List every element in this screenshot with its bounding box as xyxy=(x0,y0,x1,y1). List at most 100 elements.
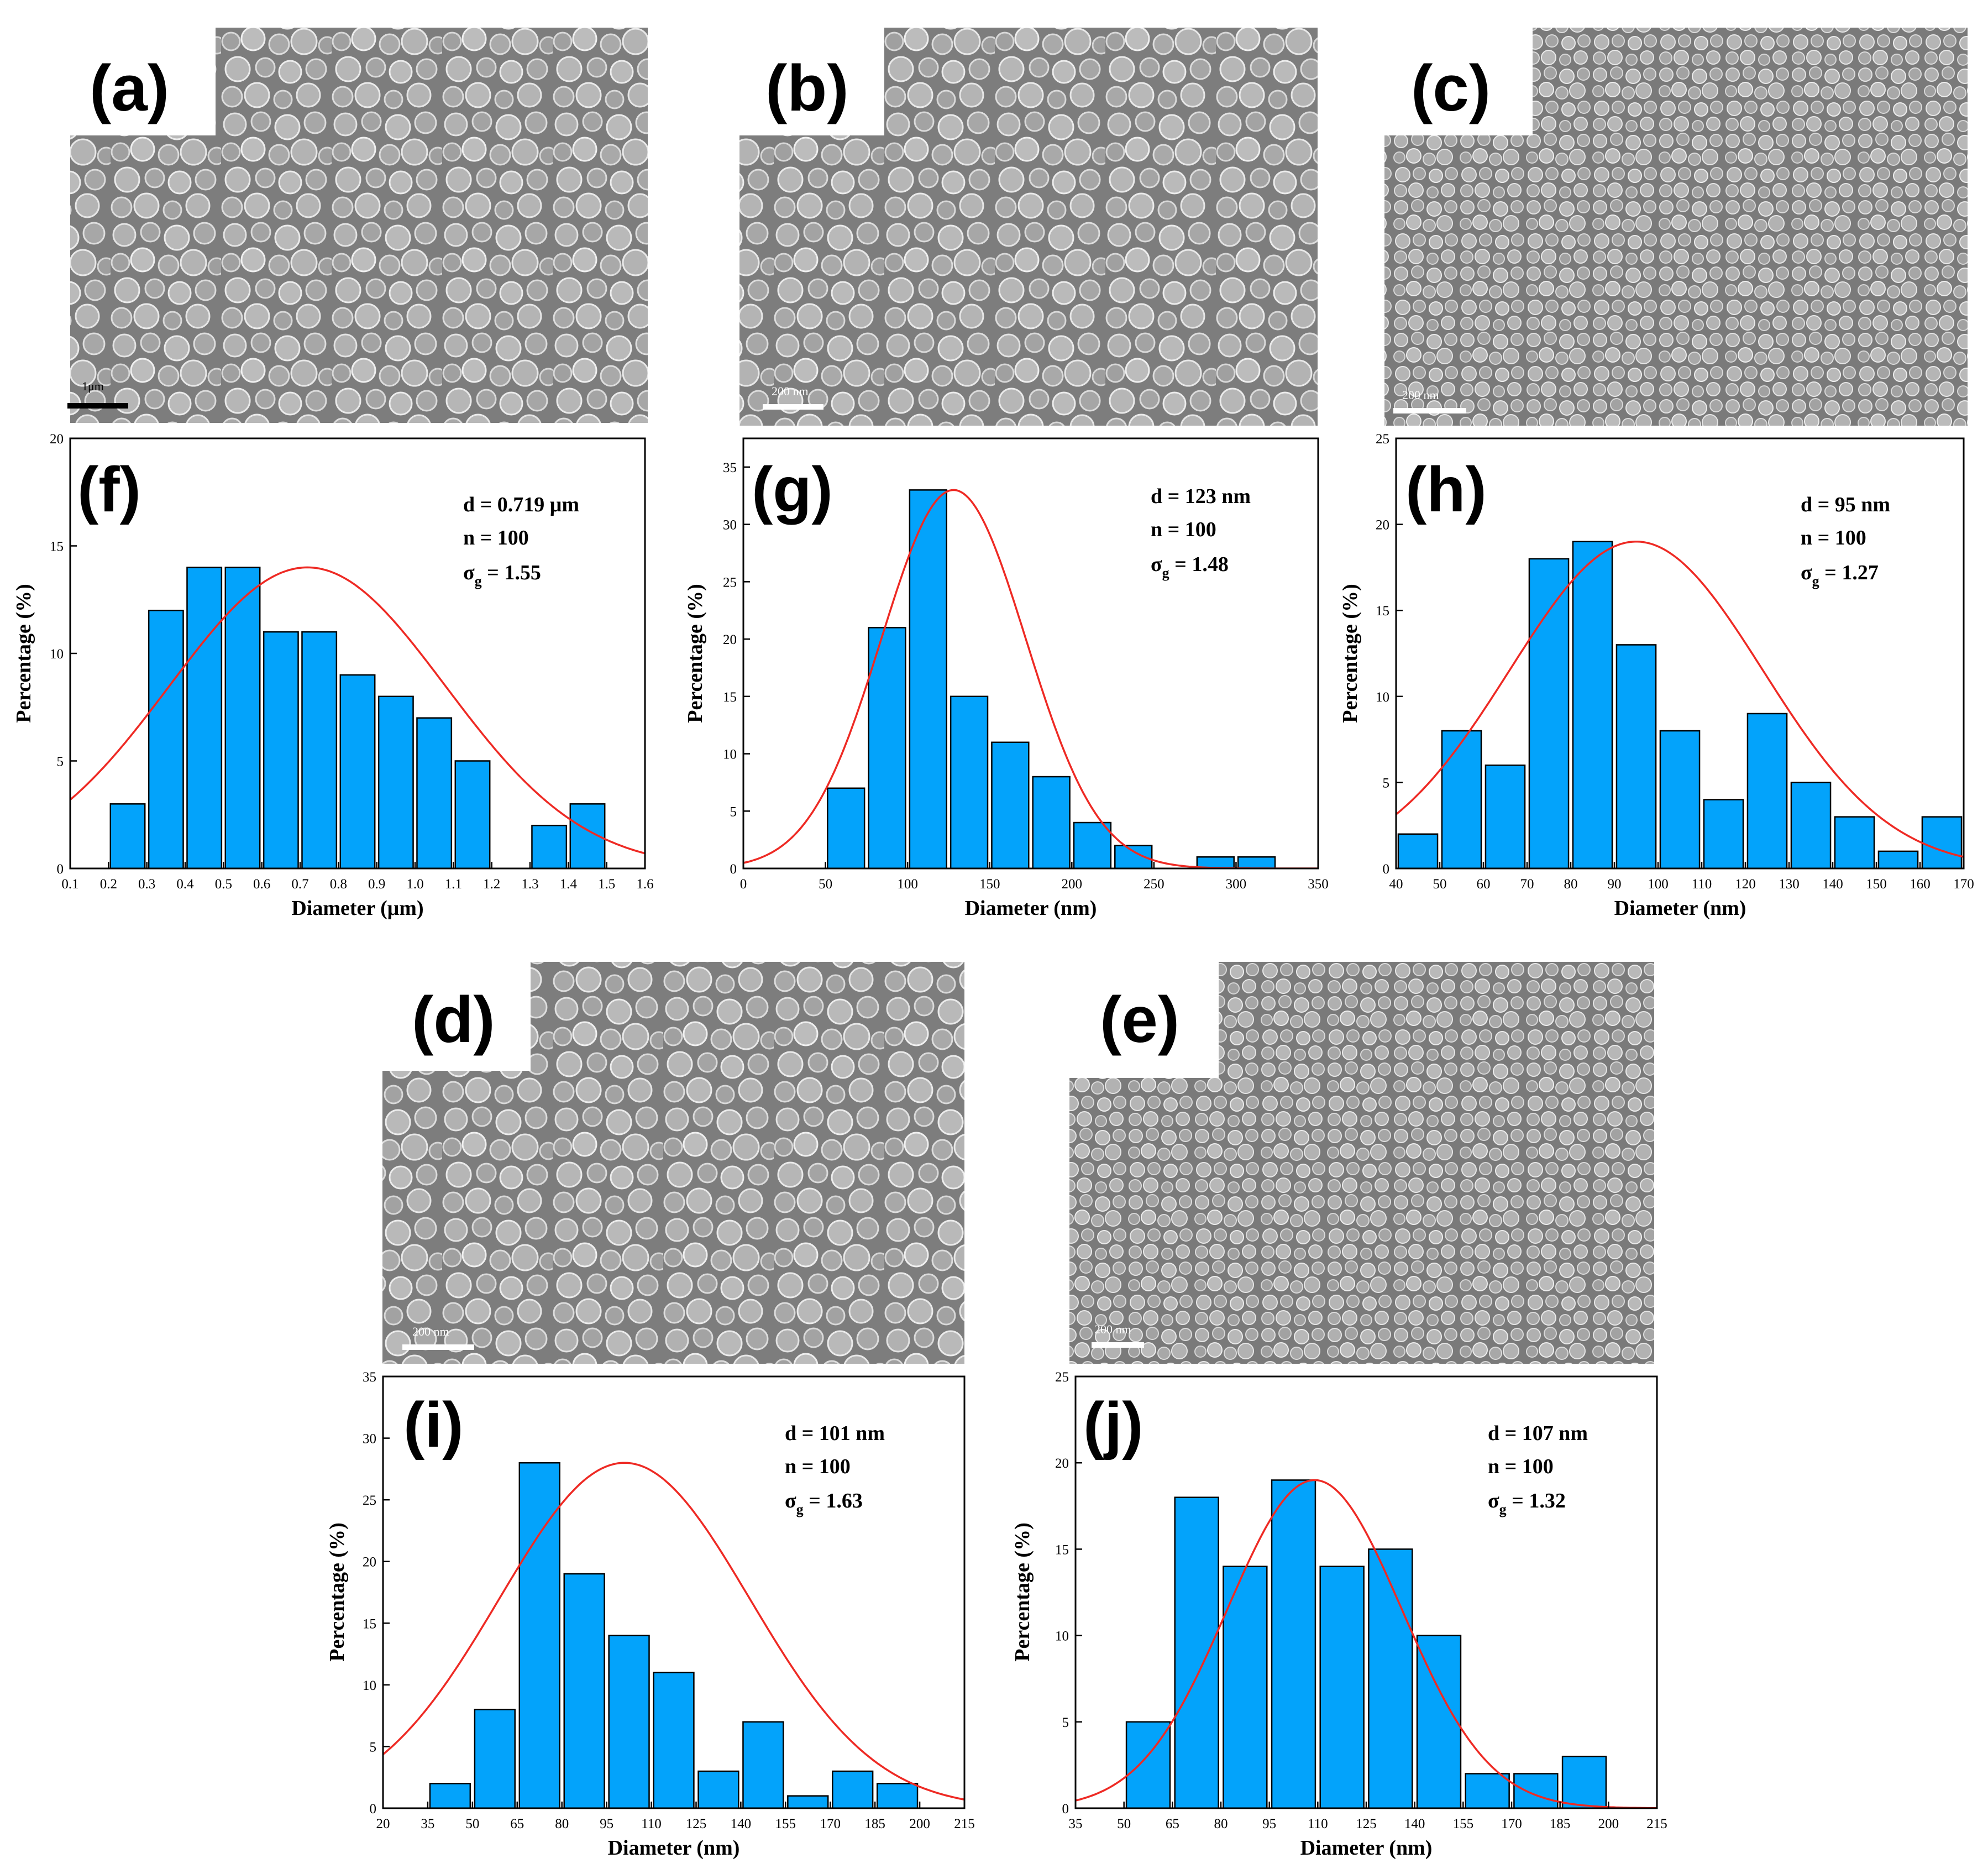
histogram-bar xyxy=(1073,821,1112,868)
y-tick-label: 15 xyxy=(363,1616,376,1631)
x-tick-label: 0.4 xyxy=(176,877,194,892)
y-tick-label: 15 xyxy=(723,690,737,705)
panel-label-c: (c) xyxy=(1411,52,1491,125)
x-tick-label: 0.2 xyxy=(100,877,117,892)
x-tick-label: 140 xyxy=(1404,1817,1425,1831)
bar-group xyxy=(1125,1479,1607,1808)
histogram-bar xyxy=(909,489,947,868)
histogram-bar xyxy=(377,695,414,868)
x-tick-label: 1.6 xyxy=(636,877,653,892)
sem-scale-bar xyxy=(763,404,823,410)
stat-d: d = 123 nm xyxy=(1151,485,1251,508)
bar-group xyxy=(429,1462,919,1808)
stat-d: d = 95 nm xyxy=(1801,493,1890,516)
y-tick-label: 20 xyxy=(50,432,64,447)
histogram-bar xyxy=(742,1721,784,1808)
bar-group xyxy=(827,489,1276,868)
stat-n: n = 100 xyxy=(1801,526,1866,549)
x-tick-label: 140 xyxy=(1822,877,1843,892)
histogram-bar xyxy=(832,1770,874,1808)
x-tick-label: 35 xyxy=(421,1817,434,1831)
x-axis-title: Diameter (μm) xyxy=(291,897,423,920)
x-tick-label: 170 xyxy=(1953,877,1974,892)
histogram-bar xyxy=(1237,856,1276,868)
histogram-bar xyxy=(950,695,989,868)
x-tick-label: 125 xyxy=(1356,1817,1377,1831)
x-tick-label: 200 xyxy=(1598,1817,1619,1831)
stat-n: n = 100 xyxy=(463,526,529,549)
histogram-bar xyxy=(1528,558,1570,868)
x-tick-label: 65 xyxy=(510,1817,524,1831)
histogram-bar xyxy=(1703,799,1744,868)
sem-scale-label: 200 nm xyxy=(1402,388,1439,402)
y-tick-label: 15 xyxy=(1055,1542,1069,1557)
y-tick-label: 35 xyxy=(723,460,737,475)
histogram-bar xyxy=(1659,730,1701,868)
y-tick-label: 15 xyxy=(50,540,64,554)
x-tick-label: 170 xyxy=(1501,1817,1522,1831)
x-axis-title: Diameter (nm) xyxy=(1300,1836,1433,1860)
histogram-bar xyxy=(608,1635,650,1808)
stat-sigma: σg = 1.55 xyxy=(463,561,541,589)
y-axis-ticks: 0 5 10 15 20 25 30 35 xyxy=(363,1370,390,1817)
histogram-bar xyxy=(787,1795,829,1808)
sem-scale-bar xyxy=(1092,1342,1144,1348)
x-tick-label: 65 xyxy=(1166,1817,1179,1831)
x-tick-label: 50 xyxy=(1433,877,1447,892)
x-tick-label: 110 xyxy=(1308,1817,1328,1831)
histogram-bar xyxy=(653,1672,695,1808)
histogram-bar xyxy=(263,631,299,868)
x-tick-label: 60 xyxy=(1477,877,1491,892)
histogram-bar xyxy=(991,741,1030,868)
x-tick-label: 100 xyxy=(1648,877,1669,892)
sem-scale-label: 200 nm xyxy=(772,384,809,398)
plot-frame xyxy=(382,1375,966,1809)
x-tick-label: 110 xyxy=(1692,877,1712,892)
histogram-bar xyxy=(474,1709,516,1808)
sem-image-e: 200 nm (e) xyxy=(1069,962,1654,1364)
panel-label-a: (a) xyxy=(90,52,169,125)
stat-d: d = 107 nm xyxy=(1488,1422,1588,1445)
y-tick-label: 0 xyxy=(1383,862,1390,877)
x-tick-label: 20 xyxy=(376,1817,390,1831)
stat-sigma: σg = 1.63 xyxy=(785,1489,863,1517)
x-tick-label: 1.2 xyxy=(483,877,500,892)
sem-image-b: 200 nm (b) xyxy=(739,28,1318,426)
sem-scale-label: 1μm xyxy=(82,379,104,393)
x-tick-label: 300 xyxy=(1226,877,1247,892)
sem-image-a: 1μm (a) xyxy=(67,28,648,423)
x-axis-ticks: 40 50 60 70 80 90 100 110 120 130 140 150 160 170 xyxy=(1389,862,1974,892)
histogram-bar xyxy=(416,717,453,868)
y-tick-label: 0 xyxy=(730,862,737,877)
histogram-bar xyxy=(1319,1566,1365,1808)
y-tick-label: 15 xyxy=(1376,604,1389,619)
x-axis-title: Diameter (nm) xyxy=(965,897,1097,920)
y-tick-label: 20 xyxy=(363,1555,376,1570)
bar-group xyxy=(109,567,606,868)
y-tick-label: 10 xyxy=(723,747,737,762)
panel-label-h: (h) xyxy=(1405,454,1487,525)
plot-frame xyxy=(1395,437,1965,870)
x-tick-label: 1.5 xyxy=(598,877,615,892)
x-tick-label: 70 xyxy=(1520,877,1534,892)
y-axis-ticks: 0 5 10 15 20 25 30 35 xyxy=(723,460,750,877)
y-tick-label: 35 xyxy=(363,1370,376,1385)
x-axis-ticks: 20 35 50 65 80 95 110 125 140 155 170 185 200 215 xyxy=(376,1802,975,1831)
histogram-bar xyxy=(1615,644,1657,868)
x-axis-ticks: 35 50 65 80 95 110 125 140 155 170 185 200 215 xyxy=(1069,1802,1667,1831)
x-tick-label: 150 xyxy=(1866,877,1887,892)
x-tick-label: 200 xyxy=(909,1817,930,1831)
x-tick-label: 185 xyxy=(1550,1817,1571,1831)
x-tick-label: 1.1 xyxy=(445,877,462,892)
x-tick-label: 35 xyxy=(1069,1817,1083,1831)
y-axis-ticks: 0 5 10 15 20 xyxy=(50,432,77,877)
y-tick-label: 5 xyxy=(370,1740,377,1755)
y-tick-label: 5 xyxy=(1383,776,1390,791)
histogram-bar xyxy=(563,1573,605,1808)
histogram-bar xyxy=(1572,541,1613,868)
y-axis-title: Percentage (%) xyxy=(684,584,707,723)
histogram-bar xyxy=(186,567,223,868)
histogram-bar xyxy=(1032,776,1071,868)
x-tick-label: 200 xyxy=(1062,877,1083,892)
